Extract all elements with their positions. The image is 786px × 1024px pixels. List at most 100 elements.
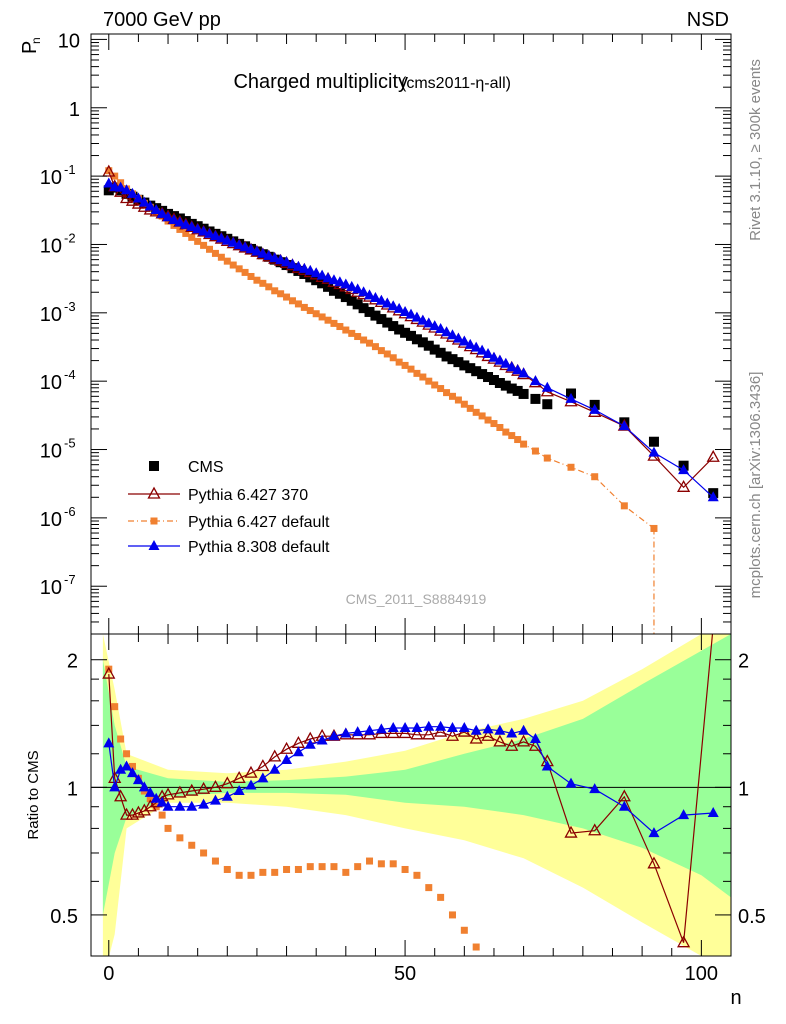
data-point xyxy=(364,306,375,317)
ratio-point xyxy=(232,770,246,783)
data-point xyxy=(500,380,511,391)
ratio-point xyxy=(244,765,258,778)
data-point xyxy=(310,267,322,278)
data-point xyxy=(488,351,500,362)
data-point xyxy=(200,241,208,249)
data-point xyxy=(514,436,522,444)
ratio-point xyxy=(176,834,184,842)
data-point xyxy=(340,292,351,303)
data-point xyxy=(490,420,498,428)
ratio-point xyxy=(435,720,447,731)
ratio-y-tick-label-right: 2 xyxy=(738,651,749,673)
data-point xyxy=(300,303,308,311)
data-point xyxy=(518,367,530,378)
ratio-point xyxy=(340,727,352,738)
data-point xyxy=(253,276,261,284)
data-point xyxy=(377,347,385,355)
ratio-point xyxy=(401,865,409,873)
ratio-y-tick-label: 2 xyxy=(67,651,78,673)
ratio-point xyxy=(269,763,281,774)
data-point xyxy=(298,262,310,273)
y-tick-label: 10 xyxy=(40,235,62,257)
data-point xyxy=(411,311,423,322)
y-tick-label: 10 xyxy=(40,577,62,599)
ratio-point xyxy=(434,724,448,737)
y-tick-label: 10 xyxy=(40,304,62,326)
data-point xyxy=(288,297,296,305)
data-point xyxy=(271,287,279,295)
legend-label: Pythia 6.427 370 xyxy=(188,487,308,504)
ratio-point xyxy=(164,824,172,832)
data-point xyxy=(126,187,138,198)
data-point xyxy=(375,294,387,305)
data-point xyxy=(483,372,494,383)
ratio-point xyxy=(196,781,211,794)
ratio-point xyxy=(618,800,630,811)
ratio-point xyxy=(708,620,719,630)
data-point xyxy=(482,347,494,358)
rivet-label: Rivet 3.1.10, ≥ 300k events xyxy=(747,59,764,241)
data-point xyxy=(105,167,113,175)
data-point xyxy=(138,196,150,207)
legend-marker xyxy=(150,517,158,525)
data-point xyxy=(520,440,528,448)
ratio-point xyxy=(138,781,150,792)
ratio-point xyxy=(143,799,157,812)
data-point xyxy=(324,316,332,324)
ratio-point xyxy=(259,868,267,876)
chart-title-suffix: (cms2011-η-all) xyxy=(401,75,511,92)
ratio-point xyxy=(173,785,187,798)
data-point xyxy=(352,283,364,294)
ratio-point xyxy=(529,733,541,744)
ratio-point xyxy=(198,798,210,809)
ratio-y-tick-label-right: 1 xyxy=(738,778,749,800)
header-left: 7000 GeV pp xyxy=(103,9,221,31)
ratio-point xyxy=(125,807,140,820)
y-tick-label: 10 xyxy=(40,509,62,531)
data-point xyxy=(235,265,243,273)
data-point xyxy=(447,354,458,365)
ratio-point xyxy=(386,726,400,739)
site-label: mcplots.cern.ch [arXiv:1306.3436] xyxy=(747,372,764,599)
data-point xyxy=(506,361,518,372)
data-point xyxy=(496,423,504,431)
data-point xyxy=(387,300,399,311)
data-point xyxy=(227,236,239,247)
data-point xyxy=(458,335,470,346)
ratio-point xyxy=(220,776,234,789)
ratio-point xyxy=(103,737,115,748)
data-point xyxy=(366,339,374,347)
data-point xyxy=(348,329,356,337)
data-point xyxy=(322,272,334,283)
ratio-point xyxy=(209,794,221,805)
data-point xyxy=(466,404,474,412)
ratio-point xyxy=(156,796,168,807)
data-point xyxy=(358,286,370,297)
ratio-y-tick-label: 1 xyxy=(67,778,78,800)
data-point xyxy=(156,207,168,218)
ratio-point xyxy=(425,884,433,892)
data-point xyxy=(477,369,488,380)
ratio-point xyxy=(472,943,480,951)
ratio-plot-panel: 0.5 0.5 1 1 2 2 0 50 100 xyxy=(50,620,766,985)
chart-title: Charged multiplicity xyxy=(233,71,408,93)
data-point xyxy=(241,268,249,276)
legend-label: Pythia 6.427 default xyxy=(188,514,330,531)
ratio-point xyxy=(158,811,166,819)
x-axis-label: n xyxy=(730,987,741,1009)
data-point xyxy=(364,289,376,300)
data-point xyxy=(132,192,144,203)
ratio-point xyxy=(352,726,364,737)
data-point xyxy=(488,375,499,386)
data-point xyxy=(435,322,447,333)
data-point xyxy=(316,269,328,280)
y-axis-label: P xyxy=(19,41,41,54)
data-point xyxy=(162,211,174,222)
ratio-point xyxy=(279,741,294,754)
ratio-point xyxy=(121,760,133,771)
ratio-point xyxy=(109,781,121,792)
data-point xyxy=(312,310,320,318)
data-point xyxy=(620,502,628,510)
